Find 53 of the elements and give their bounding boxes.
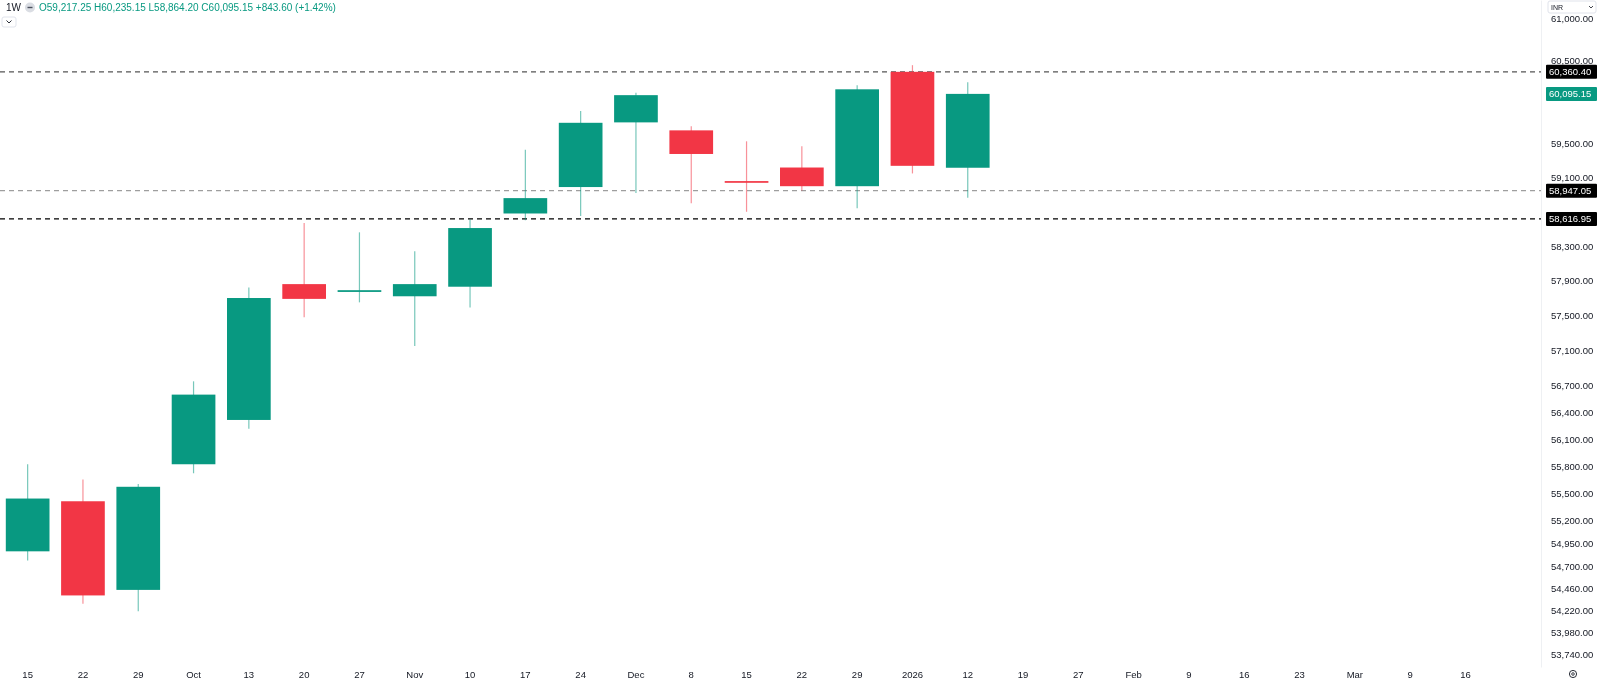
y-tick-label: 59,500.00 — [1551, 138, 1594, 150]
y-tick-label: 61,000.00 — [1551, 13, 1594, 25]
y-tick-label: 60,500.00 — [1551, 54, 1594, 66]
x-tick-label: 19 — [1017, 668, 1029, 680]
x-tick-label: 15 — [741, 668, 752, 680]
x-tick-label: 13 — [243, 668, 255, 680]
x-tick-label: 22 — [77, 668, 89, 680]
y-tick-label: 57,500.00 — [1551, 309, 1594, 321]
x-tick-label: 29 — [132, 668, 144, 680]
x-tick-label: 9 — [1186, 668, 1192, 680]
x-tick-label: 16 — [1238, 668, 1250, 680]
y-tick-label: 54,220.00 — [1551, 604, 1594, 616]
x-tick-label: 29 — [851, 668, 863, 680]
y-tick-label: 56,700.00 — [1551, 380, 1594, 392]
x-tick-label: Mar — [1346, 668, 1364, 680]
y-tick-label: 56,400.00 — [1551, 406, 1594, 418]
y-tick-label: 58,300.00 — [1551, 240, 1594, 252]
x-tick-label: 27 — [1073, 668, 1084, 680]
x-tick-label: Dec — [627, 668, 645, 680]
ref-line-label: 58,947.05 — [1549, 185, 1592, 197]
ref-line-label: 60,360.40 — [1549, 66, 1592, 78]
x-tick-label: 22 — [796, 668, 808, 680]
chart-subtitle: O59,217.25 H60,235.15 L58,864.20 C60,095.15 +843.60 (+1.42%) — [39, 2, 336, 13]
y-tick-label: 53,740.00 — [1551, 649, 1594, 661]
x-tick-label: 23 — [1294, 668, 1305, 680]
y-tick-label: 54,950.00 — [1551, 537, 1594, 549]
x-tick-label: 12 — [962, 668, 974, 680]
y-tick-label: 55,800.00 — [1551, 460, 1594, 472]
x-tick-label: 15 — [22, 668, 33, 680]
x-tick-label: 24 — [575, 668, 586, 680]
y-tick-label: 55,500.00 — [1551, 487, 1594, 499]
chart-title: 1W — [6, 2, 22, 13]
x-tick-label: 10 — [464, 668, 476, 680]
x-tick-label: 16 — [1460, 668, 1471, 680]
x-tick-label: 8 — [688, 668, 694, 680]
x-tick-label: Oct — [186, 668, 202, 680]
x-tick-label: 9 — [1407, 668, 1413, 680]
y-tick-label: 53,980.00 — [1551, 627, 1594, 639]
y-tick-label: 54,700.00 — [1551, 560, 1594, 572]
x-tick-label: 17 — [520, 668, 531, 680]
ref-line-label: 58,616.95 — [1549, 213, 1592, 225]
x-tick-label: 27 — [354, 668, 365, 680]
y-tick-label: 57,900.00 — [1551, 275, 1594, 287]
y-tick-label: 55,200.00 — [1551, 514, 1594, 526]
x-tick-label: Nov — [406, 668, 424, 680]
y-tick-label: 57,100.00 — [1551, 345, 1594, 357]
x-tick-label: 2026 — [901, 668, 924, 680]
text: 60,095.15 — [1549, 88, 1592, 100]
y-tick-label: 56,100.00 — [1551, 433, 1594, 445]
x-tick-label: Feb — [1125, 668, 1142, 680]
y-tick-label: 54,460.00 — [1551, 582, 1594, 594]
x-tick-label: 20 — [298, 668, 310, 680]
y-tick-label: 59,100.00 — [1551, 172, 1594, 184]
